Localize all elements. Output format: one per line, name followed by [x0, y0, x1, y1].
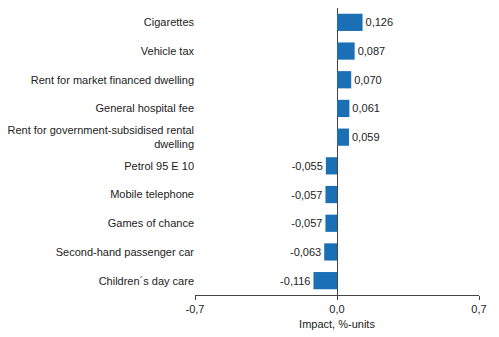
svg-text:0,7: 0,7	[471, 303, 486, 315]
svg-text:General hospital fee: General hospital fee	[96, 102, 194, 114]
svg-text:0,126: 0,126	[366, 16, 394, 28]
svg-text:Second-hand passenger car: Second-hand passenger car	[56, 246, 195, 258]
svg-text:Impact, %-units: Impact, %-units	[299, 318, 375, 330]
svg-text:0,059: 0,059	[352, 131, 380, 143]
svg-text:0,070: 0,070	[354, 74, 382, 86]
svg-text:Children´s day care: Children´s day care	[99, 275, 194, 287]
svg-text:Games of chance: Games of chance	[108, 217, 194, 229]
svg-text:0,0: 0,0	[329, 303, 344, 315]
svg-text:-0,116: -0,116	[280, 275, 310, 287]
svg-text:Rent for government-subsidised: Rent for government-subsidised rentaldwe…	[8, 124, 194, 150]
svg-text:-0,057: -0,057	[291, 189, 322, 201]
svg-text:0,087: 0,087	[358, 45, 386, 57]
svg-text:Mobile telephone: Mobile telephone	[110, 188, 194, 200]
svg-text:0,061: 0,061	[352, 102, 380, 114]
svg-text:-0,057: -0,057	[291, 217, 322, 229]
svg-text:Vehicle tax: Vehicle tax	[141, 45, 195, 57]
svg-text:Petrol 95 E 10: Petrol 95 E 10	[124, 160, 194, 172]
svg-text:Rent for market financed dwell: Rent for market financed dwelling	[31, 74, 194, 86]
svg-text:-0,055: -0,055	[292, 160, 323, 172]
svg-text:-0,7: -0,7	[186, 303, 205, 315]
svg-text:-0,063: -0,063	[290, 246, 321, 258]
svg-text:Cigarettes: Cigarettes	[144, 16, 195, 28]
